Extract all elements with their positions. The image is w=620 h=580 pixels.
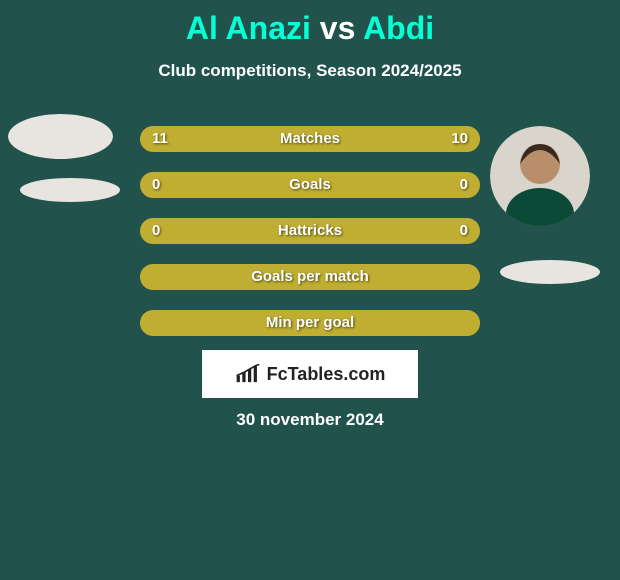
bar-gpm: Goals per match bbox=[140, 264, 480, 290]
bar-goals-label: Goals bbox=[140, 172, 480, 198]
comparison-card: Al Anazi vs Abdi Club competitions, Seas… bbox=[0, 0, 620, 580]
player1-avatar bbox=[8, 114, 113, 159]
bar-gpm-label: Goals per match bbox=[140, 264, 480, 290]
subtitle: Club competitions, Season 2024/2025 bbox=[0, 61, 620, 81]
brand-text: FcTables.com bbox=[267, 364, 386, 385]
bar-matches-label: Matches bbox=[140, 126, 480, 152]
bar-goals-right-val: 0 bbox=[460, 172, 468, 198]
player2-shadow bbox=[500, 260, 600, 284]
stats-bars: 11 Matches 10 0 Goals 0 0 Hattricks 0 Go… bbox=[140, 126, 480, 356]
bar-mpg: Min per goal bbox=[140, 310, 480, 336]
brand-badge: FcTables.com bbox=[202, 350, 418, 398]
player2-avatar bbox=[490, 126, 590, 226]
player2-name: Abdi bbox=[363, 10, 434, 46]
bar-hattricks-right-val: 0 bbox=[460, 218, 468, 244]
bar-goals: 0 Goals 0 bbox=[140, 172, 480, 198]
bar-matches-right-val: 10 bbox=[451, 126, 468, 152]
date-label: 30 november 2024 bbox=[0, 410, 620, 430]
player1-shadow bbox=[20, 178, 120, 202]
bar-hattricks-label: Hattricks bbox=[140, 218, 480, 244]
vs-label: vs bbox=[320, 10, 356, 46]
bar-matches: 11 Matches 10 bbox=[140, 126, 480, 152]
bar-hattricks: 0 Hattricks 0 bbox=[140, 218, 480, 244]
player1-name: Al Anazi bbox=[186, 10, 311, 46]
page-title: Al Anazi vs Abdi bbox=[0, 0, 620, 47]
bar-chart-icon bbox=[235, 364, 261, 384]
bar-mpg-label: Min per goal bbox=[140, 310, 480, 336]
